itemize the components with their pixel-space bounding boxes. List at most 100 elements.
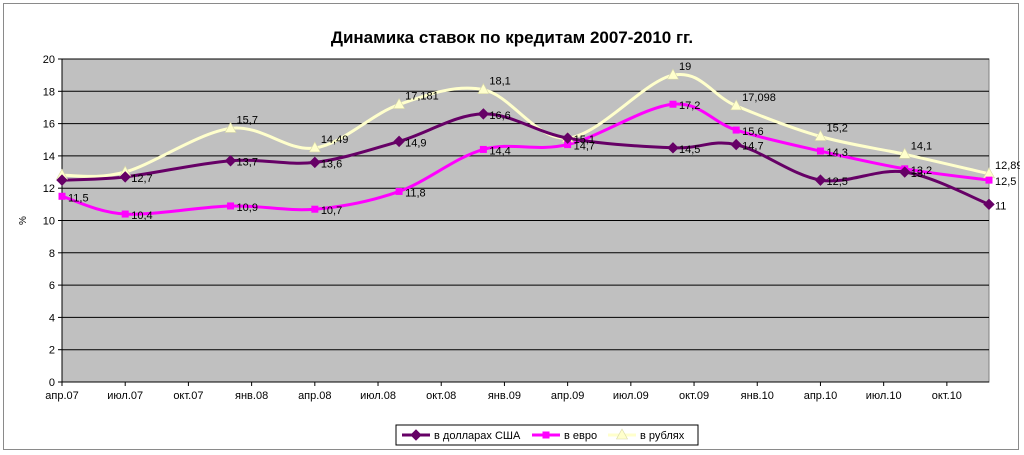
chart-title: Динамика ставок по кредитам 2007-2010 гг…	[331, 28, 693, 47]
y-tick-label: 0	[49, 377, 55, 389]
marker-usd	[730, 138, 742, 151]
marker-eur	[58, 192, 66, 200]
legend-label-usd: в долларах США	[434, 430, 521, 442]
x-tick-label: окт.08	[426, 390, 456, 402]
marker-eur	[479, 145, 487, 153]
series-line-rub	[61, 72, 990, 178]
data-label-eur: 10,7	[321, 205, 342, 217]
marker-eur	[985, 176, 993, 184]
marker-usd	[814, 174, 827, 186]
marker-usd	[393, 135, 405, 148]
data-label-rub: 17,181	[405, 91, 439, 103]
data-label-usd: 13	[911, 168, 923, 180]
data-label-rub: 17,098	[742, 92, 776, 104]
marker-usd	[667, 142, 679, 154]
x-tick-label: апр.10	[804, 390, 837, 402]
marker-rub	[308, 141, 321, 153]
y-axis-label: %	[18, 216, 29, 225]
y-tick-label: 20	[43, 54, 55, 66]
y-tick-label: 18	[43, 86, 55, 98]
x-tick-label: июл.09	[613, 390, 649, 402]
data-label-usd: 14,5	[679, 144, 700, 156]
y-tick-label: 16	[43, 119, 55, 131]
marker-eur	[564, 141, 572, 149]
data-label-rub: 19	[679, 61, 691, 73]
x-tick-label: окт.10	[932, 390, 962, 402]
marker-usd	[309, 156, 321, 169]
data-label-usd: 13,7	[237, 157, 258, 169]
y-tick-label: 10	[43, 216, 55, 228]
y-tick-label: 12	[43, 183, 55, 195]
x-tick-label: окт.07	[173, 390, 203, 402]
data-label-rub: 15,2	[826, 123, 847, 135]
marker-rub	[898, 147, 911, 159]
y-tick-label: 6	[49, 280, 55, 292]
y-tick-label: 14	[43, 151, 55, 163]
data-label-usd: 14,7	[742, 141, 763, 153]
marker-usd	[56, 174, 68, 186]
chart-frame: Динамика ставок по кредитам 2007-2010 гг…	[3, 3, 1020, 450]
data-label-usd: 16,6	[489, 110, 510, 122]
x-tick-label: янв.08	[235, 390, 268, 402]
series-markers	[55, 68, 996, 218]
data-label-eur: 13,2	[911, 165, 932, 177]
data-label-eur: 14,3	[826, 147, 847, 159]
legend: в долларах США в евро в рублях	[395, 424, 699, 446]
marker-rub	[224, 121, 237, 133]
marker-eur	[121, 210, 129, 218]
data-label-eur: 11,5	[68, 192, 89, 204]
marker-eur	[395, 187, 403, 195]
data-label-eur: 14,4	[489, 145, 510, 157]
data-label-usd: 14,9	[405, 137, 426, 149]
data-label-eur: 14,7	[574, 141, 595, 153]
y-tick-label: 2	[49, 345, 55, 357]
axes	[58, 58, 989, 386]
data-label-rub: 18,1	[489, 76, 510, 88]
legend-label-eur: в евро	[564, 430, 597, 442]
series-line-eur	[61, 102, 990, 216]
data-label-eur: 10,9	[237, 202, 258, 214]
x-tick-label: апр.09	[551, 390, 584, 402]
data-label-usd: 11	[995, 200, 1006, 212]
marker-rub	[814, 129, 827, 141]
data-label-usd: 12,7	[131, 173, 152, 185]
legend-marker-rub	[615, 428, 629, 440]
y-tick-labels: 0 2 4 6 8 10 12 14 16 18 20	[43, 54, 55, 389]
x-tick-label: июл.07	[107, 390, 143, 402]
data-label-usd: 12,5	[826, 176, 847, 188]
data-label-usd: 15,1	[574, 134, 595, 146]
data-label-usd: 13,6	[321, 158, 342, 170]
x-tick-label: июл.10	[866, 390, 902, 402]
x-tick-label: янв.10	[741, 390, 774, 402]
y-tick-label: 4	[49, 312, 55, 324]
marker-usd	[561, 132, 574, 144]
marker-eur	[669, 100, 677, 108]
chart-svg: Динамика ставок по кредитам 2007-2010 гг…	[18, 28, 1020, 446]
marker-rub	[666, 68, 679, 80]
legend-marker-usd	[410, 429, 422, 441]
marker-rub	[393, 97, 406, 109]
data-label-eur: 17,2	[679, 100, 700, 112]
marker-eur	[816, 147, 824, 155]
data-label-eur: 15,6	[742, 126, 763, 138]
data-labels: 12,7 13,7 13,6 14,9 16,6 15,1 14,5 14,7 12,5 13 11…	[68, 61, 1020, 222]
x-tick-label: окт.09	[679, 390, 709, 402]
x-tick-labels: апр.07 июл.07 окт.07 янв.08 апр.08 июл.08 окт.…	[45, 390, 962, 402]
marker-usd	[477, 108, 490, 120]
x-tick-label: апр.08	[298, 390, 331, 402]
data-label-eur: 11,8	[405, 187, 426, 199]
marker-usd	[899, 166, 911, 178]
marker-rub	[730, 99, 743, 111]
data-label-eur: 10,4	[131, 210, 152, 222]
data-label-rub: 15,7	[237, 114, 258, 126]
legend-label-rub: в рублях	[640, 430, 685, 442]
legend-marker-eur	[542, 431, 550, 439]
x-tick-label: апр.07	[45, 390, 78, 402]
x-tick-label: июл.08	[360, 390, 396, 402]
data-label-rub: 14,1	[911, 140, 932, 152]
marker-usd	[224, 155, 237, 167]
marker-usd	[983, 198, 995, 211]
marker-rub	[477, 83, 490, 94]
marker-eur	[732, 126, 740, 134]
data-label-rub: 12,89	[995, 160, 1020, 172]
